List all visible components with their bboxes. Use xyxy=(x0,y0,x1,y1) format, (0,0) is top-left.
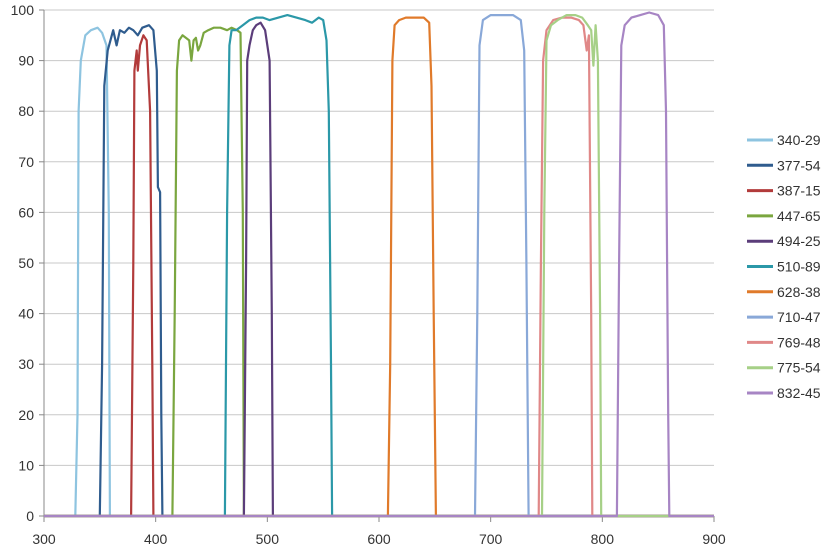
y-tick-label: 70 xyxy=(18,154,34,170)
series-line-775-54 xyxy=(44,14,714,518)
y-tick-label: 60 xyxy=(18,204,34,220)
legend-label: 510-89 xyxy=(777,259,821,275)
legend-label: 387-15 xyxy=(777,183,821,199)
legend-label: 769-48 xyxy=(777,334,821,350)
series-line-377-54 xyxy=(44,24,714,518)
series-line-340-29 xyxy=(44,26,714,518)
legend-label: 832-45 xyxy=(777,385,821,401)
legend-label: 710-47 xyxy=(777,309,821,325)
y-tick-label: 90 xyxy=(18,53,34,69)
legend: 340-29 377-54 387-15 447-65 494-25 510-89 628-… xyxy=(747,132,821,401)
x-tick-label: 900 xyxy=(702,531,726,547)
series-line-494-25 xyxy=(44,21,714,518)
legend-label: 494-25 xyxy=(777,233,821,249)
y-tick-label: 10 xyxy=(18,457,34,473)
series-line-710-47 xyxy=(44,14,714,518)
legend-label: 775-54 xyxy=(777,360,821,376)
legend-label: 628-38 xyxy=(777,284,821,300)
gridlines xyxy=(44,9,714,517)
y-tick-label: 50 xyxy=(18,255,34,271)
y-tick-label: 20 xyxy=(18,407,34,423)
series-line-447-65 xyxy=(44,26,714,518)
y-tick-label: 100 xyxy=(11,2,35,18)
legend-label: 340-29 xyxy=(777,132,821,148)
series-line-769-48 xyxy=(44,16,714,518)
series-line-832-45 xyxy=(44,11,714,518)
x-tick-label: 800 xyxy=(591,531,615,547)
y-tick-label: 80 xyxy=(18,103,34,119)
legend-label: 447-65 xyxy=(777,208,821,224)
series-lines xyxy=(44,11,714,518)
series-line-387-15 xyxy=(44,34,714,518)
legend-label: 377-54 xyxy=(777,157,821,173)
series-line-510-89 xyxy=(44,14,714,518)
y-tick-label: 0 xyxy=(26,508,34,524)
x-tick-label: 600 xyxy=(367,531,391,547)
y-tick-label: 30 xyxy=(18,356,34,372)
y-tick-label: 40 xyxy=(18,306,34,322)
x-tick-label: 500 xyxy=(256,531,280,547)
series-line-628-38 xyxy=(44,16,714,518)
x-tick-label: 400 xyxy=(144,531,168,547)
x-tick-label: 300 xyxy=(32,531,56,547)
x-tick-label: 700 xyxy=(479,531,503,547)
